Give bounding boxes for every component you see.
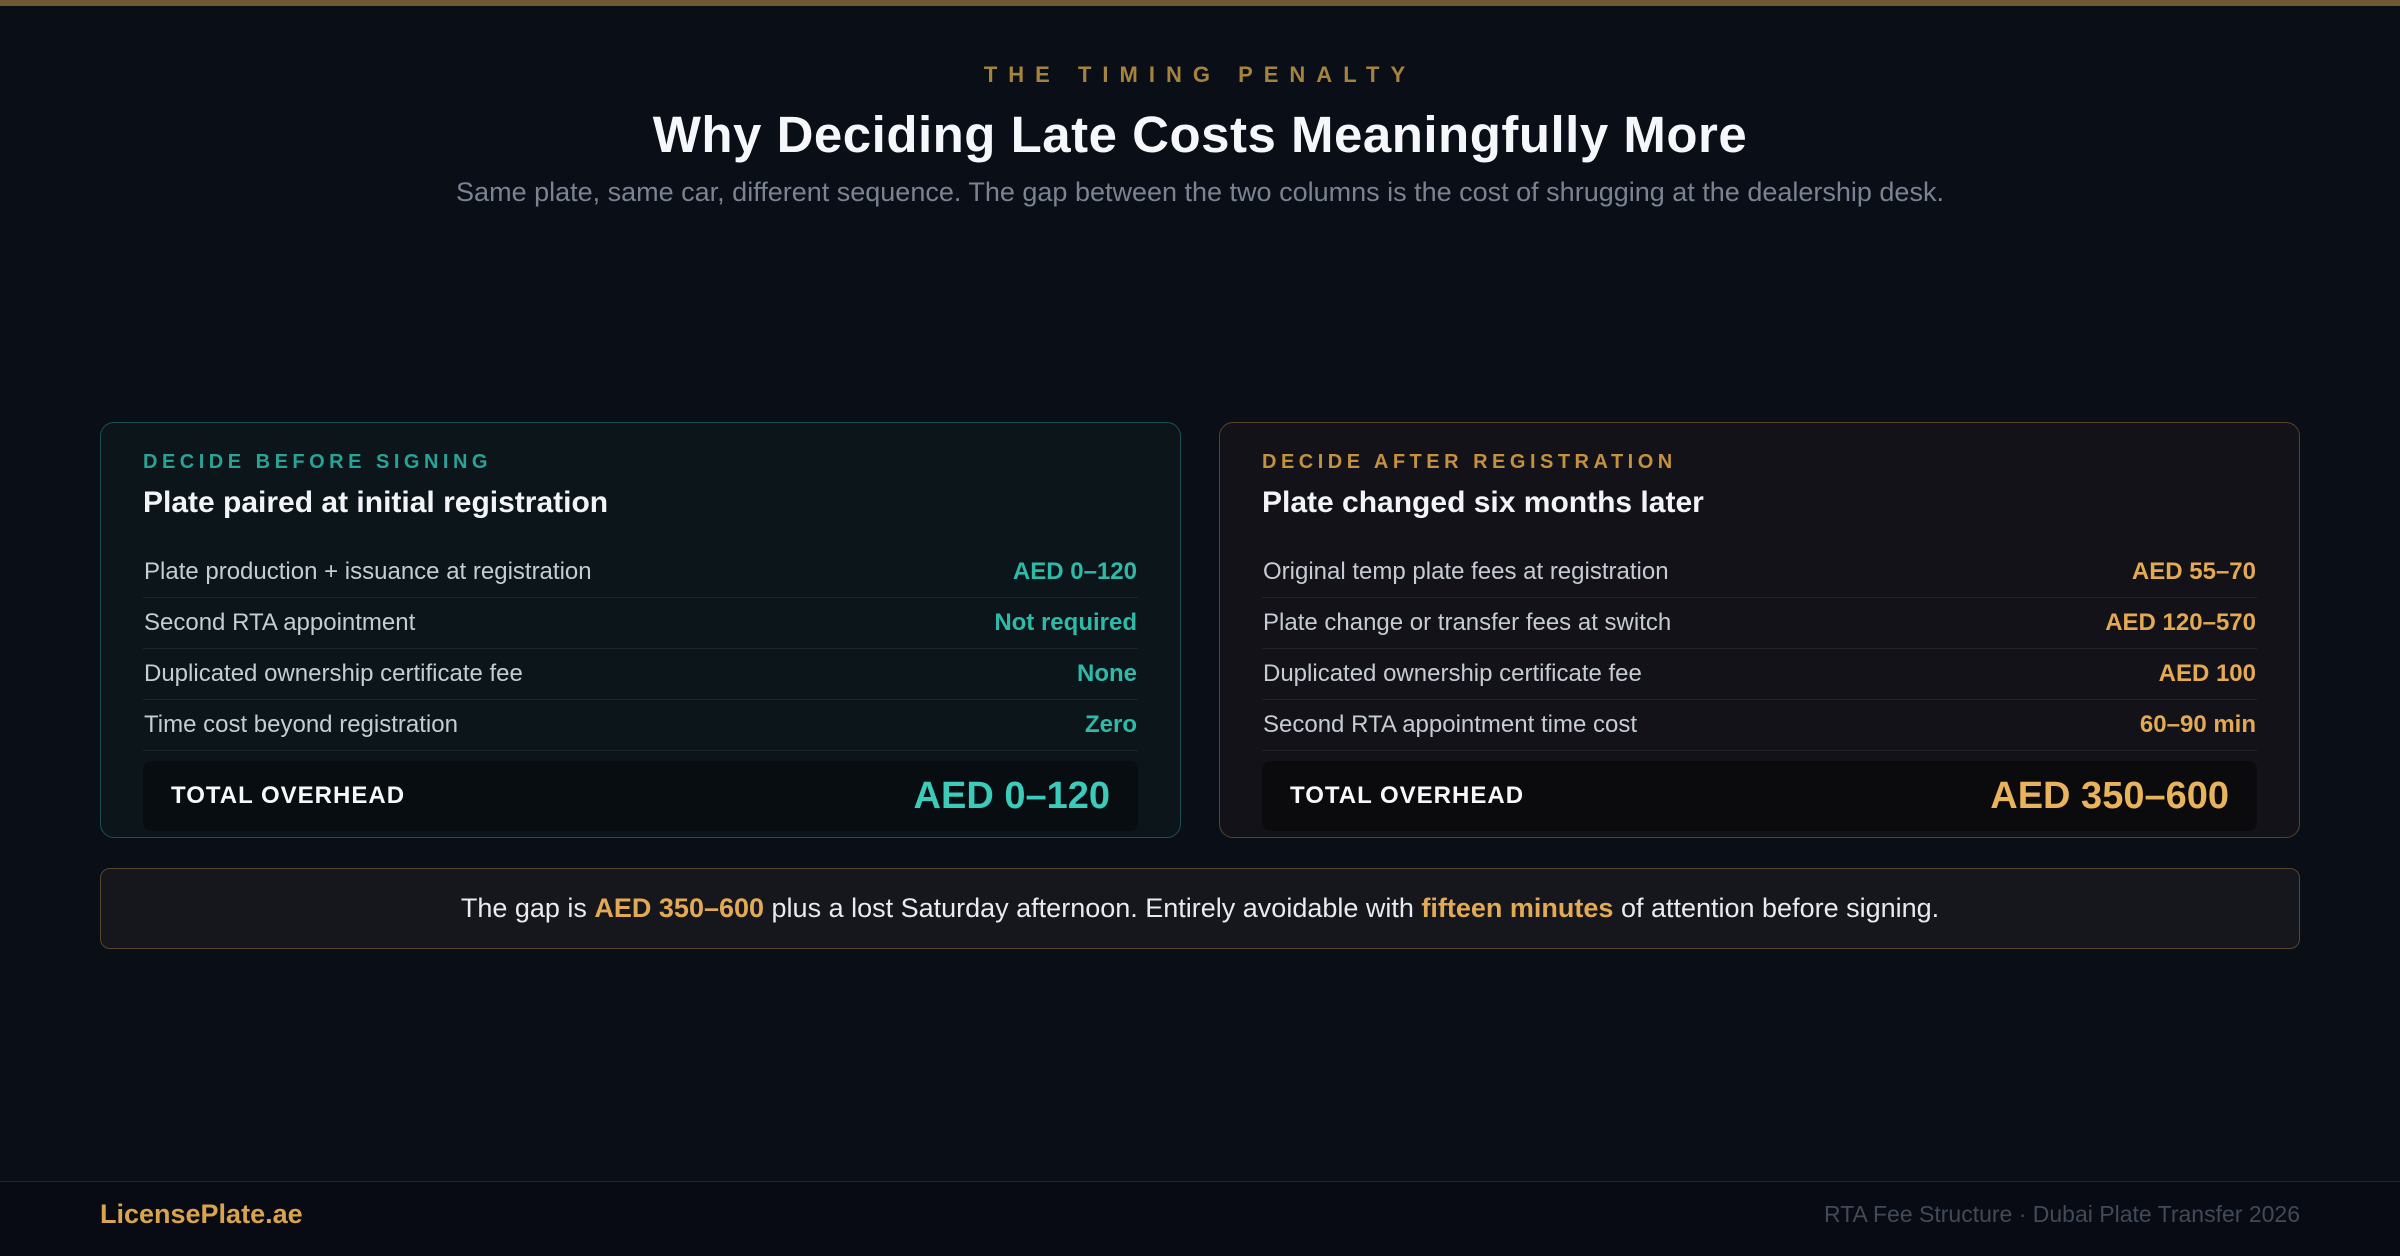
banner-highlight-amount: AED 350–600	[594, 893, 765, 923]
fee-label: Plate production + issuance at registrat…	[144, 558, 592, 585]
top-accent-bar	[0, 0, 2400, 6]
fee-rows: Original temp plate fees at registration…	[1262, 547, 2257, 751]
brand-logo[interactable]: LicensePlate.ae	[100, 1199, 303, 1229]
total-overhead-box: TOTAL OVERHEAD AED 0–120	[143, 761, 1138, 831]
card-heading: Plate paired at initial registration	[143, 486, 609, 519]
total-overhead-box: TOTAL OVERHEAD AED 350–600	[1262, 761, 2257, 831]
fee-label: Duplicated ownership certificate fee	[1263, 660, 1642, 687]
fee-row: Duplicated ownership certificate fee Non…	[143, 649, 1138, 700]
fee-row: Second RTA appointment time cost 60–90 m…	[1262, 700, 2257, 751]
footer-inner: LicensePlate.ae RTA Fee Structure · Duba…	[100, 1182, 2300, 1256]
footer-note: RTA Fee Structure · Dubai Plate Transfer…	[1824, 1201, 2300, 1227]
total-label: TOTAL OVERHEAD	[1290, 782, 1525, 809]
fee-row: Duplicated ownership certificate fee AED…	[1262, 649, 2257, 700]
fee-row: Plate production + issuance at registrat…	[143, 547, 1138, 598]
total-value: AED 350–600	[1990, 774, 2229, 817]
fee-label: Duplicated ownership certificate fee	[144, 660, 523, 687]
fee-row: Plate change or transfer fees at switch …	[1262, 598, 2257, 649]
fee-value: Not required	[994, 609, 1137, 636]
comparison-cards: DECIDE BEFORE SIGNING Plate paired at in…	[100, 422, 2300, 838]
header-eyebrow: THE TIMING PENALTY	[983, 62, 1417, 87]
fee-label: Second RTA appointment time cost	[1263, 711, 1637, 738]
card-eyebrow: DECIDE AFTER REGISTRATION	[1262, 451, 1677, 473]
fee-label: Time cost beyond registration	[144, 711, 458, 738]
card-decide-after: DECIDE AFTER REGISTRATION Plate changed …	[1219, 422, 2300, 838]
fee-value: AED 55–70	[2131, 558, 2256, 585]
card-eyebrow: DECIDE BEFORE SIGNING	[143, 451, 492, 473]
page-title: Why Deciding Late Costs Meaningfully Mor…	[652, 106, 1748, 163]
page-footer: LicensePlate.ae RTA Fee Structure · Duba…	[0, 1181, 2400, 1256]
total-label: TOTAL OVERHEAD	[171, 782, 406, 809]
fee-value: 60–90 min	[2139, 711, 2256, 738]
banner-text: plus a lost Saturday afternoon. Entirely…	[764, 893, 1422, 923]
fee-value: None	[1077, 660, 1137, 687]
gap-summary-banner: The gap is AED 350–600 plus a lost Satur…	[100, 868, 2300, 949]
banner-highlight-time: fifteen minutes	[1421, 893, 1614, 923]
page-subtitle: Same plate, same car, different sequence…	[456, 177, 1944, 207]
page-header: THE TIMING PENALTY Why Deciding Late Cos…	[0, 6, 2400, 208]
fee-value: AED 0–120	[1012, 558, 1137, 585]
fee-row: Second RTA appointment Not required	[143, 598, 1138, 649]
fee-value: Zero	[1084, 711, 1137, 738]
total-value: AED 0–120	[913, 774, 1110, 817]
fee-label: Plate change or transfer fees at switch	[1263, 609, 1672, 636]
fee-value: AED 100	[2158, 660, 2256, 687]
fee-row: Time cost beyond registration Zero	[143, 700, 1138, 751]
fee-rows: Plate production + issuance at registrat…	[143, 547, 1138, 751]
banner-text: of attention before signing.	[1613, 893, 1940, 923]
fee-label: Second RTA appointment	[144, 609, 416, 636]
fee-value: AED 120–570	[2105, 609, 2256, 636]
banner-text: The gap is	[460, 893, 595, 923]
card-heading: Plate changed six months later	[1262, 486, 1704, 519]
card-decide-before: DECIDE BEFORE SIGNING Plate paired at in…	[100, 422, 1181, 838]
fee-row: Original temp plate fees at registration…	[1262, 547, 2257, 598]
fee-label: Original temp plate fees at registration	[1263, 558, 1669, 585]
